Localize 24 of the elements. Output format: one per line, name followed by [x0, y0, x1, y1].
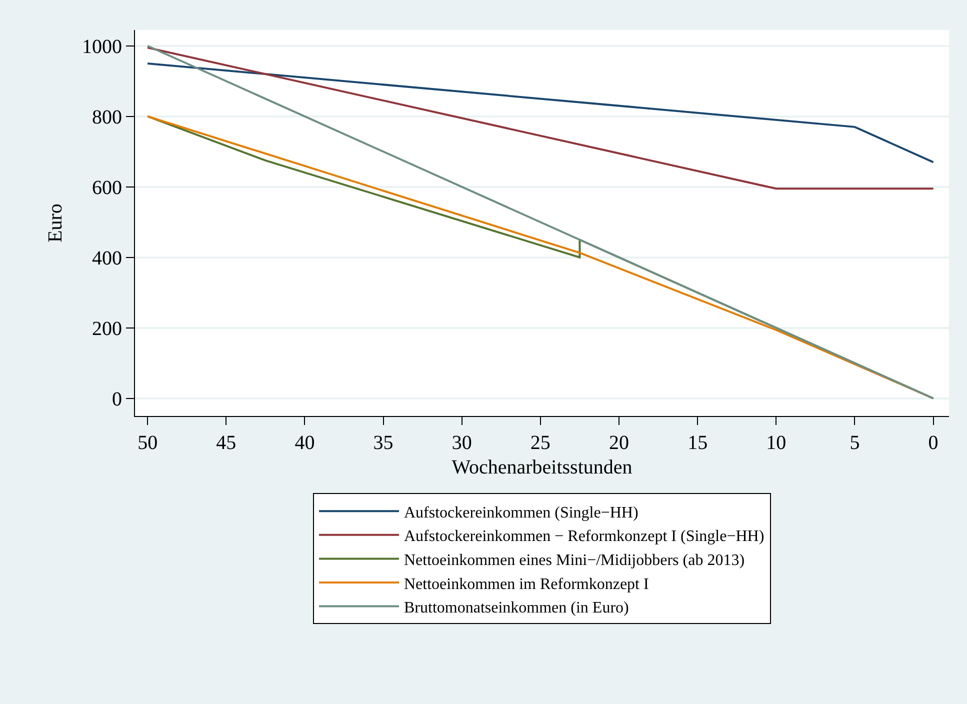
x-tick-label: 45	[216, 432, 236, 454]
x-tick-label: 50	[138, 432, 158, 454]
x-axis-title: Wochenarbeitsstunden	[452, 456, 632, 478]
x-tick-label: 15	[688, 432, 708, 454]
y-tick-label: 600	[92, 176, 122, 199]
x-tick-label: 40	[294, 432, 315, 454]
x-tick-label: 5	[850, 432, 860, 454]
legend-label: Nettoeinkommen eines Mini−/Midijobbers (ab 2013)	[404, 552, 745, 569]
y-tick-label: 800	[92, 106, 122, 128]
y-axis-title: Euro	[44, 204, 66, 242]
x-tick-label: 30	[452, 432, 472, 454]
x-tick-label: 35	[373, 432, 394, 454]
x-tick-label: 20	[609, 432, 629, 454]
x-tick-label: 0	[928, 432, 938, 454]
y-tick-label: 1000	[82, 36, 122, 58]
y-tick-label: 200	[92, 318, 122, 340]
x-tick-label: 10	[766, 432, 786, 454]
legend-label: Bruttomonatseinkommen (in Euro)	[404, 600, 629, 617]
legend-label: Nettoeinkommen im Reformkonzept I	[404, 576, 649, 593]
legend-label: Aufstockereinkommen − Reformkonzept I (Single−HH)	[404, 528, 764, 546]
y-tick-label: 400	[92, 247, 122, 270]
y-tick-label: 0	[112, 388, 122, 410]
legend-label: Aufstockereinkommen (Single−HH)	[404, 504, 638, 522]
x-tick-label: 25	[530, 432, 550, 454]
